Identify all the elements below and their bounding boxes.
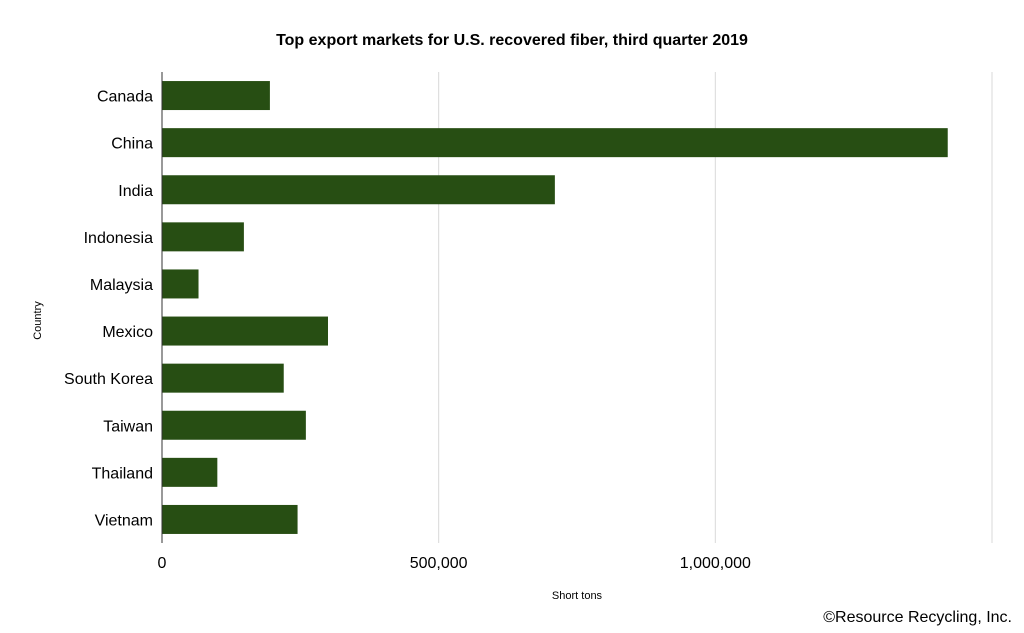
x-tick-labels: 0 500,000 1,000,000: [158, 555, 751, 572]
bar-thailand: [162, 457, 218, 487]
category-label: Malaysia: [90, 277, 153, 294]
x-tick-label: 500,000: [410, 555, 468, 572]
bar-india: [162, 175, 555, 205]
category-label: Vietnam: [95, 512, 153, 529]
copyright-notice: ©Resource Recycling, Inc.: [823, 609, 1012, 626]
category-label: Indonesia: [84, 230, 153, 247]
bar-mexico: [162, 316, 328, 346]
chart-title: Top export markets for U.S. recovered fi…: [276, 32, 748, 49]
bar-china: [162, 128, 948, 158]
category-label: China: [111, 136, 153, 153]
category-labels: Canada China India Indonesia Malaysia Mexico S…: [64, 89, 153, 530]
x-tick-label: 1,000,000: [680, 555, 751, 572]
category-label: Canada: [97, 89, 153, 106]
x-axis-title: Short tons: [552, 590, 603, 602]
category-label: South Korea: [64, 371, 153, 388]
bar-malaysia: [162, 269, 199, 299]
bar-indonesia: [162, 222, 244, 252]
category-label: Thailand: [92, 465, 153, 482]
category-label: India: [118, 183, 153, 200]
bar-canada: [162, 81, 270, 111]
bar-vietnam: [162, 504, 298, 534]
bar-south-korea: [162, 363, 284, 393]
y-axis-title: Country: [32, 301, 44, 340]
category-label: Taiwan: [103, 418, 153, 435]
bars: [162, 81, 948, 534]
category-label: Mexico: [102, 324, 153, 341]
bar-taiwan: [162, 410, 306, 440]
x-tick-label: 0: [158, 555, 167, 572]
